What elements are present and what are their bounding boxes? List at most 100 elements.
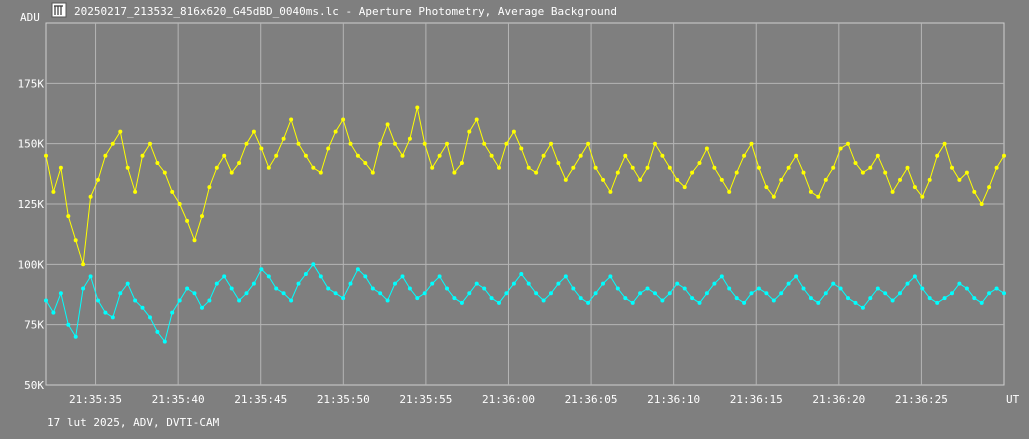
data-point	[103, 310, 108, 315]
data-point	[653, 141, 657, 146]
data-point	[519, 272, 524, 276]
data-point	[177, 202, 182, 206]
data-point	[630, 300, 635, 305]
data-point	[497, 300, 501, 305]
data-point	[964, 170, 969, 175]
data-point	[623, 153, 628, 158]
data-point	[719, 177, 724, 182]
data-point	[222, 274, 227, 279]
y-tick-label: 150K	[18, 138, 45, 151]
data-point	[682, 286, 687, 291]
data-point	[281, 291, 286, 296]
data-point	[727, 286, 732, 291]
data-point	[912, 185, 917, 190]
y-tick-label: 125K	[18, 198, 45, 211]
data-point	[489, 153, 494, 158]
data-point	[504, 291, 509, 296]
data-point	[355, 153, 360, 158]
data-point	[81, 286, 86, 291]
data-point	[415, 105, 420, 110]
data-point	[756, 286, 761, 291]
data-point	[118, 291, 123, 296]
data-point	[734, 170, 739, 175]
data-point	[890, 298, 895, 303]
data-point	[303, 272, 308, 276]
data-point	[950, 165, 954, 170]
data-point	[415, 296, 420, 301]
data-point	[890, 189, 895, 194]
data-point	[274, 286, 279, 291]
data-point	[244, 141, 249, 146]
data-series	[44, 105, 1006, 344]
data-point	[422, 141, 427, 146]
x-tick-label: 21:35:45	[234, 393, 287, 406]
data-point	[764, 185, 769, 190]
data-point	[73, 238, 78, 243]
data-point	[58, 165, 63, 170]
data-point	[133, 298, 138, 303]
data-point	[289, 298, 294, 303]
data-point	[675, 177, 680, 182]
data-point	[601, 281, 605, 286]
data-point	[311, 165, 316, 170]
data-point	[935, 153, 940, 158]
data-point	[823, 291, 828, 296]
data-point	[549, 291, 553, 296]
data-point	[697, 161, 702, 165]
data-point	[214, 281, 219, 286]
data-point	[950, 291, 954, 296]
data-point	[400, 153, 405, 158]
data-point	[586, 300, 591, 305]
data-point	[712, 281, 717, 286]
data-point	[348, 141, 353, 146]
data-point	[667, 165, 672, 170]
data-point	[972, 296, 977, 301]
data-point	[511, 129, 516, 134]
data-point	[563, 177, 568, 182]
data-point	[326, 146, 331, 151]
data-point	[422, 291, 427, 296]
data-point	[801, 170, 806, 175]
data-point	[690, 170, 695, 175]
data-point	[482, 286, 487, 291]
data-point	[467, 291, 472, 296]
data-point	[749, 291, 754, 296]
data-point	[586, 141, 591, 146]
data-point	[898, 177, 902, 182]
data-point	[927, 296, 932, 301]
data-point	[140, 153, 145, 158]
data-point	[786, 281, 791, 286]
data-point	[81, 262, 86, 267]
data-point	[88, 274, 93, 279]
data-point	[860, 305, 865, 310]
y-tick-label: 75K	[24, 319, 44, 332]
data-point	[541, 298, 546, 303]
data-point	[556, 161, 561, 165]
data-point	[727, 189, 732, 194]
data-point	[303, 153, 308, 158]
data-point	[853, 161, 858, 165]
data-point	[266, 274, 271, 279]
x-tick-label: 21:36:25	[895, 393, 948, 406]
data-point	[534, 170, 539, 175]
x-tick-label: 21:36:00	[482, 393, 535, 406]
data-point	[326, 286, 331, 291]
data-point	[719, 274, 724, 279]
data-point	[794, 153, 799, 158]
data-point	[51, 189, 56, 194]
data-point	[259, 267, 264, 272]
data-point	[838, 146, 843, 151]
data-point	[972, 189, 977, 194]
data-point	[200, 305, 204, 310]
data-point	[385, 122, 390, 127]
data-point	[690, 296, 695, 301]
data-point	[430, 281, 435, 286]
data-point	[645, 286, 650, 291]
data-point	[437, 274, 442, 279]
data-point	[898, 291, 902, 296]
data-point	[742, 153, 747, 158]
data-point	[660, 298, 665, 303]
data-point	[333, 291, 338, 296]
data-point	[281, 136, 286, 141]
x-tick-label: 21:36:10	[647, 393, 700, 406]
